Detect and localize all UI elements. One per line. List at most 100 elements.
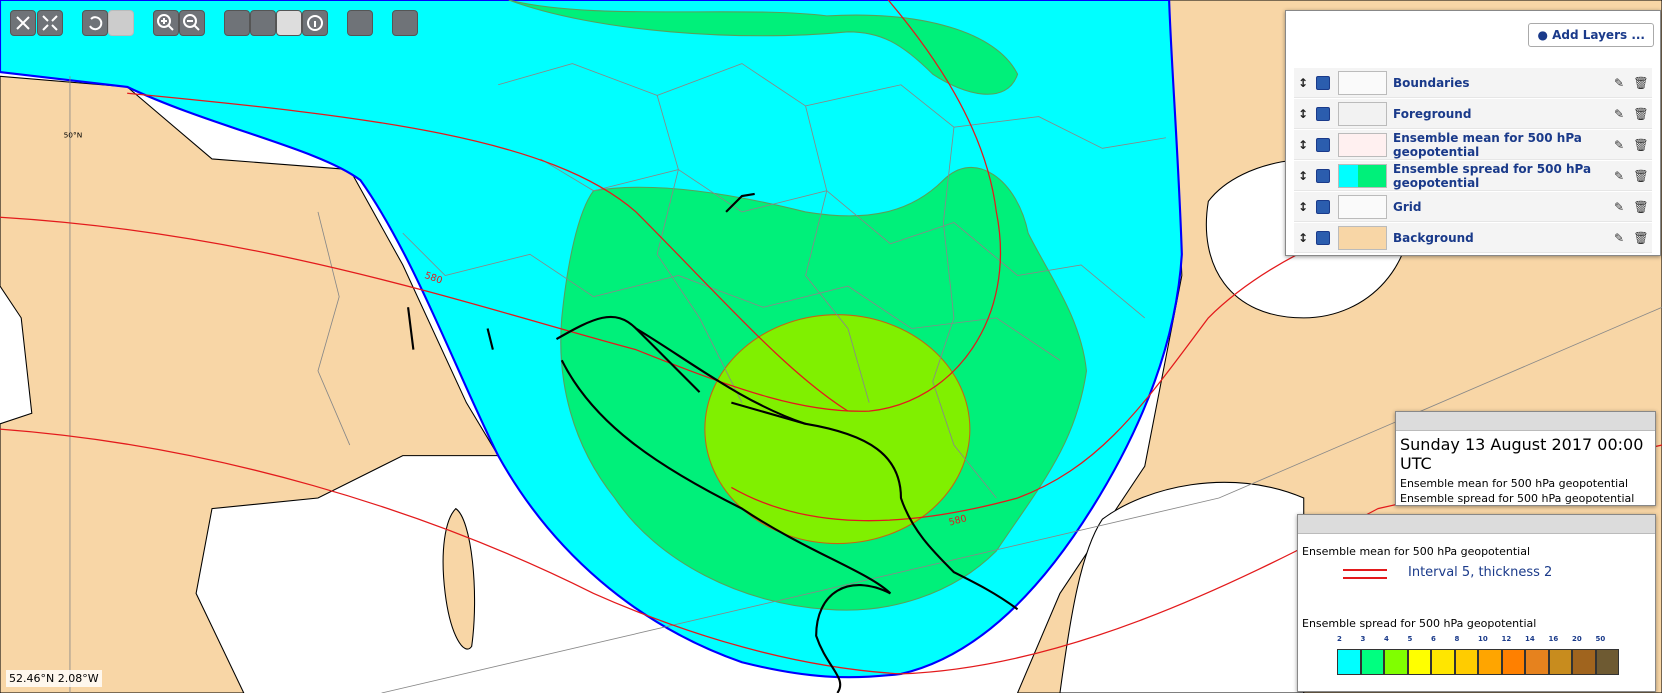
layer-name: Foreground [1393,106,1472,121]
layer-checkbox[interactable] [1316,137,1330,152]
delete-button[interactable]: 🗑 [1633,230,1649,245]
scale-swatch [1525,649,1549,675]
scale-label: 3 [1360,635,1366,643]
scale-swatch [1360,649,1384,675]
legend-header [1298,515,1655,534]
drag-handle[interactable]: ↕ [1297,168,1309,183]
edit-button[interactable]: ✎ [1613,137,1625,152]
layer-checkbox[interactable] [1316,168,1330,183]
scale-label: 5 [1407,635,1413,643]
layer-checkbox[interactable] [1316,106,1330,121]
scale-label: 10 [1478,635,1488,643]
drag-handle[interactable]: ↕ [1297,75,1309,90]
layer-row: ↕ Boundaries ✎ 🗑 [1294,68,1652,98]
drag-handle[interactable]: ↕ [1297,199,1309,214]
scale-label: 12 [1501,635,1512,643]
select-button[interactable] [276,10,302,36]
coastlines [407,192,1019,693]
contour-label: 580 [948,513,968,528]
scale-swatch [1595,649,1619,675]
layer-panel: ● Add Layers ... ↕ Boundaries ✎ 🗑 ↕ Foregroun… [1285,10,1661,256]
pan-button[interactable] [224,10,250,36]
scale-label: 8 [1454,635,1460,643]
redo-button[interactable] [108,10,134,36]
undo-button[interactable] [82,10,108,36]
layer-name: Ensemble spread for 500 hPa geopotential [1393,161,1592,190]
delete-button[interactable]: 🗑 [1633,199,1649,214]
corsica [442,507,476,650]
scale-label: 4 [1384,635,1389,643]
scale-label: 16 [1548,635,1559,643]
info-panel: Sunday 13 August 2017 00:00 UTC Ensemble… [1395,411,1656,506]
legend-title: Ensemble spread for 500 hPa geopotential [1302,617,1537,630]
legend-line [1343,569,1387,579]
edit-button[interactable]: ✎ [1613,168,1625,183]
edit-button[interactable]: ✎ [1613,199,1625,214]
layer-thumbnail [1338,70,1387,95]
location-button[interactable] [347,10,373,36]
add-layers-label: Add Layers ... [1552,28,1645,42]
scale-label: 14 [1525,635,1535,643]
add-layers-button[interactable]: ● Add Layers ... [1528,23,1654,47]
scale-label: 2 [1337,635,1342,643]
scale-swatch [1478,649,1502,675]
zoom-box-button[interactable] [250,10,276,36]
layer-row: ↕ Ensemble spread for 500 hPa geopotentia… [1294,161,1652,191]
drag-handle[interactable]: ↕ [1297,230,1309,245]
legend-line-text: Interval 5, thickness 2 [1408,565,1553,580]
info-line: Ensemble mean for 500 hPa geopotential [1400,477,1629,490]
layer-thumbnail [1338,194,1387,219]
info-date: Sunday 13 August 2017 00:00 UTC [1400,435,1644,473]
edit-button[interactable]: ✎ [1613,75,1625,90]
drag-handle[interactable]: ↕ [1297,137,1309,152]
spread-3-north [508,0,1019,95]
layer-checkbox[interactable] [1316,230,1330,245]
delete-button[interactable]: 🗑 [1633,106,1649,121]
scale-swatch [1572,649,1596,675]
scale-swatch [1384,649,1408,675]
coordinates: 52.46°N 2.08°W [6,670,102,687]
layer-thumbnail [1338,101,1387,126]
delete-button[interactable]: 🗑 [1633,75,1649,90]
info-header [1396,412,1655,431]
close-button[interactable] [10,10,36,36]
layer-name: Background [1393,230,1474,245]
layer-name: Grid [1393,199,1422,214]
info-line: Ensemble spread for 500 hPa geopotential [1400,492,1635,505]
edit-button[interactable]: ✎ [1613,106,1625,121]
color-scale: 2 3 4 5 6 8 10 12 14 16 20 50 [1337,635,1619,681]
layer-row: ↕ Grid ✎ 🗑 [1294,192,1652,222]
zoom-in-button[interactable] [153,10,179,36]
layer-checkbox[interactable] [1316,199,1330,214]
delete-button[interactable]: 🗑 [1633,137,1649,152]
layer-checkbox[interactable] [1316,75,1330,90]
grid-label: 50°N [64,131,83,140]
scale-swatch [1454,649,1478,675]
borders [69,63,1662,693]
measure-button[interactable] [392,10,418,36]
info-button[interactable] [302,10,328,36]
layer-thumbnail [1338,225,1387,250]
delete-button[interactable]: 🗑 [1633,168,1649,183]
layer-row: ↕ Ensemble mean for 500 hPa geopotential ✎… [1294,130,1652,160]
layer-name: Ensemble mean for 500 hPa geopotential [1393,130,1582,159]
scale-label: 50 [1595,635,1606,643]
layer-thumbnail [1338,132,1387,157]
scale-swatch [1548,649,1572,675]
edit-button[interactable]: ✎ [1613,230,1625,245]
drag-handle[interactable]: ↕ [1297,106,1309,121]
layer-row: ↕ Background ✎ 🗑 [1294,223,1652,253]
zoom-out-button[interactable] [179,10,205,36]
scale-label: 20 [1572,635,1582,643]
layer-row: ↕ Foreground ✎ 🗑 [1294,99,1652,129]
fullscreen-button[interactable] [37,10,63,36]
scale-swatch [1431,649,1455,675]
scale-label: 6 [1431,635,1436,643]
layer-name: Boundaries [1393,75,1470,90]
layer-thumbnail [1338,163,1387,188]
legend-panel: Ensemble mean for 500 hPa geopotential I… [1297,514,1656,692]
land-west [0,75,500,693]
scale-swatch [1407,649,1431,675]
